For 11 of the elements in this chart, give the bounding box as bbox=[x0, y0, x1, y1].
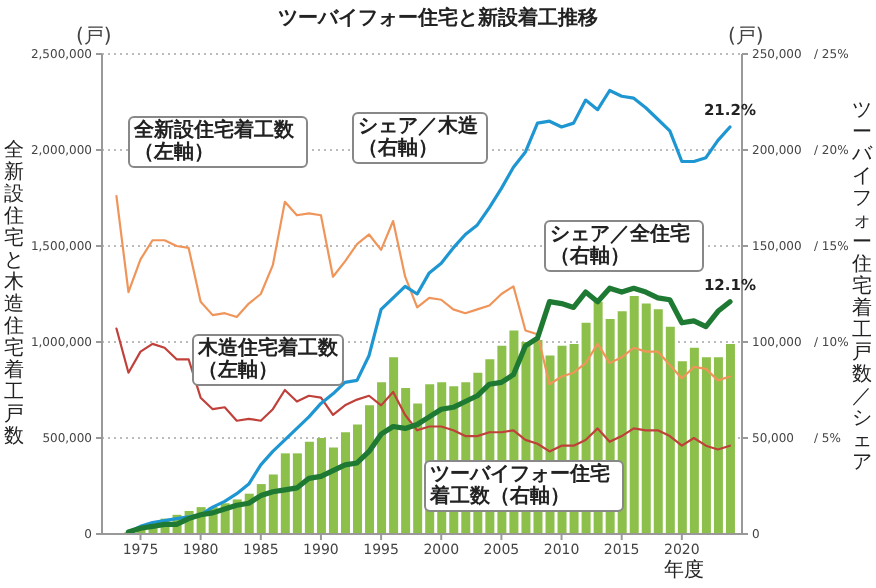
series-label: 木造住宅着工数（左軸） bbox=[192, 334, 344, 386]
text: (戸) bbox=[76, 26, 112, 48]
series-label: 全新設住宅着工数（左軸） bbox=[128, 116, 308, 168]
text: 全新設住宅と木造住宅着工戸数 bbox=[4, 140, 24, 448]
series-label: シェア／木造（右軸） bbox=[352, 112, 488, 164]
text: (戸) bbox=[728, 26, 764, 48]
text: ツーバイフォー住宅着工戸数／シェア bbox=[852, 100, 872, 474]
chart-title: ツーバイフォー住宅と新設着工推移 bbox=[278, 8, 598, 30]
x-axis-title: 年度 bbox=[664, 560, 704, 584]
series-label: ツーバイフォー住宅着工数（右軸） bbox=[424, 460, 624, 512]
series-label: シェア／全住宅（右軸） bbox=[544, 220, 704, 272]
